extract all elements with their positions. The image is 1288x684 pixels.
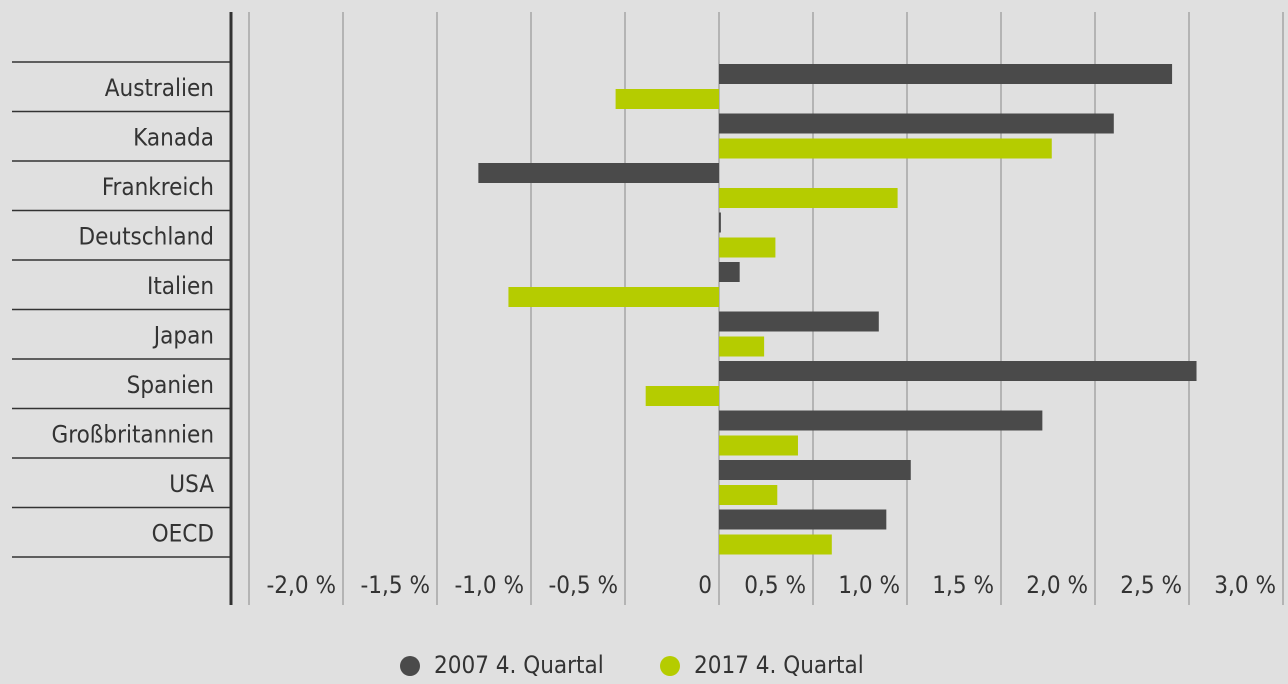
bar (719, 485, 778, 505)
x-tick-label: 2,0 % (1026, 571, 1088, 599)
bar (719, 361, 1197, 381)
y-tick-label: OECD (152, 519, 214, 547)
bar (508, 287, 719, 307)
x-tick-label: -1,5 % (361, 571, 431, 599)
bar (719, 336, 765, 357)
bar (645, 386, 719, 406)
legend-label: 2007 4. Quartal (434, 651, 604, 679)
y-tick-label: Großbritannien (51, 420, 214, 448)
x-tick-label: 0 (698, 571, 712, 599)
bar (719, 237, 776, 258)
bar (719, 212, 721, 233)
bar (719, 460, 911, 480)
y-tick-label: Kanada (133, 123, 214, 151)
bar (615, 89, 719, 109)
legend-marker (660, 656, 680, 676)
x-tick-label: 1,0 % (838, 571, 900, 599)
x-tick-label: 3,0 % (1214, 571, 1276, 599)
y-tick-label: Italien (147, 272, 214, 300)
x-tick-label: 1,5 % (932, 571, 994, 599)
bar (719, 509, 887, 530)
x-tick-label: -0,5 % (549, 571, 619, 599)
x-tick-label: -2,0 % (267, 571, 337, 599)
x-tick-label: 0,5 % (744, 571, 806, 599)
bar (719, 410, 1043, 431)
bar (719, 311, 879, 332)
x-tick-label: 2,5 % (1120, 571, 1182, 599)
y-tick-label: Japan (152, 321, 214, 349)
bar (478, 163, 719, 183)
bar (719, 64, 1173, 84)
bar (719, 534, 832, 555)
bar (719, 188, 898, 208)
legend-marker (400, 656, 420, 676)
bar (719, 435, 798, 456)
y-tick-label: Frankreich (102, 173, 214, 201)
y-tick-label: USA (169, 470, 214, 498)
bar (719, 113, 1114, 134)
y-tick-label: Spanien (127, 371, 214, 399)
y-tick-label: Australien (105, 74, 214, 102)
x-tick-label: -1,0 % (455, 571, 525, 599)
y-tick-label: Deutschland (78, 222, 214, 250)
legend-label: 2017 4. Quartal (694, 651, 864, 679)
bar (719, 138, 1052, 159)
bar (719, 262, 740, 282)
